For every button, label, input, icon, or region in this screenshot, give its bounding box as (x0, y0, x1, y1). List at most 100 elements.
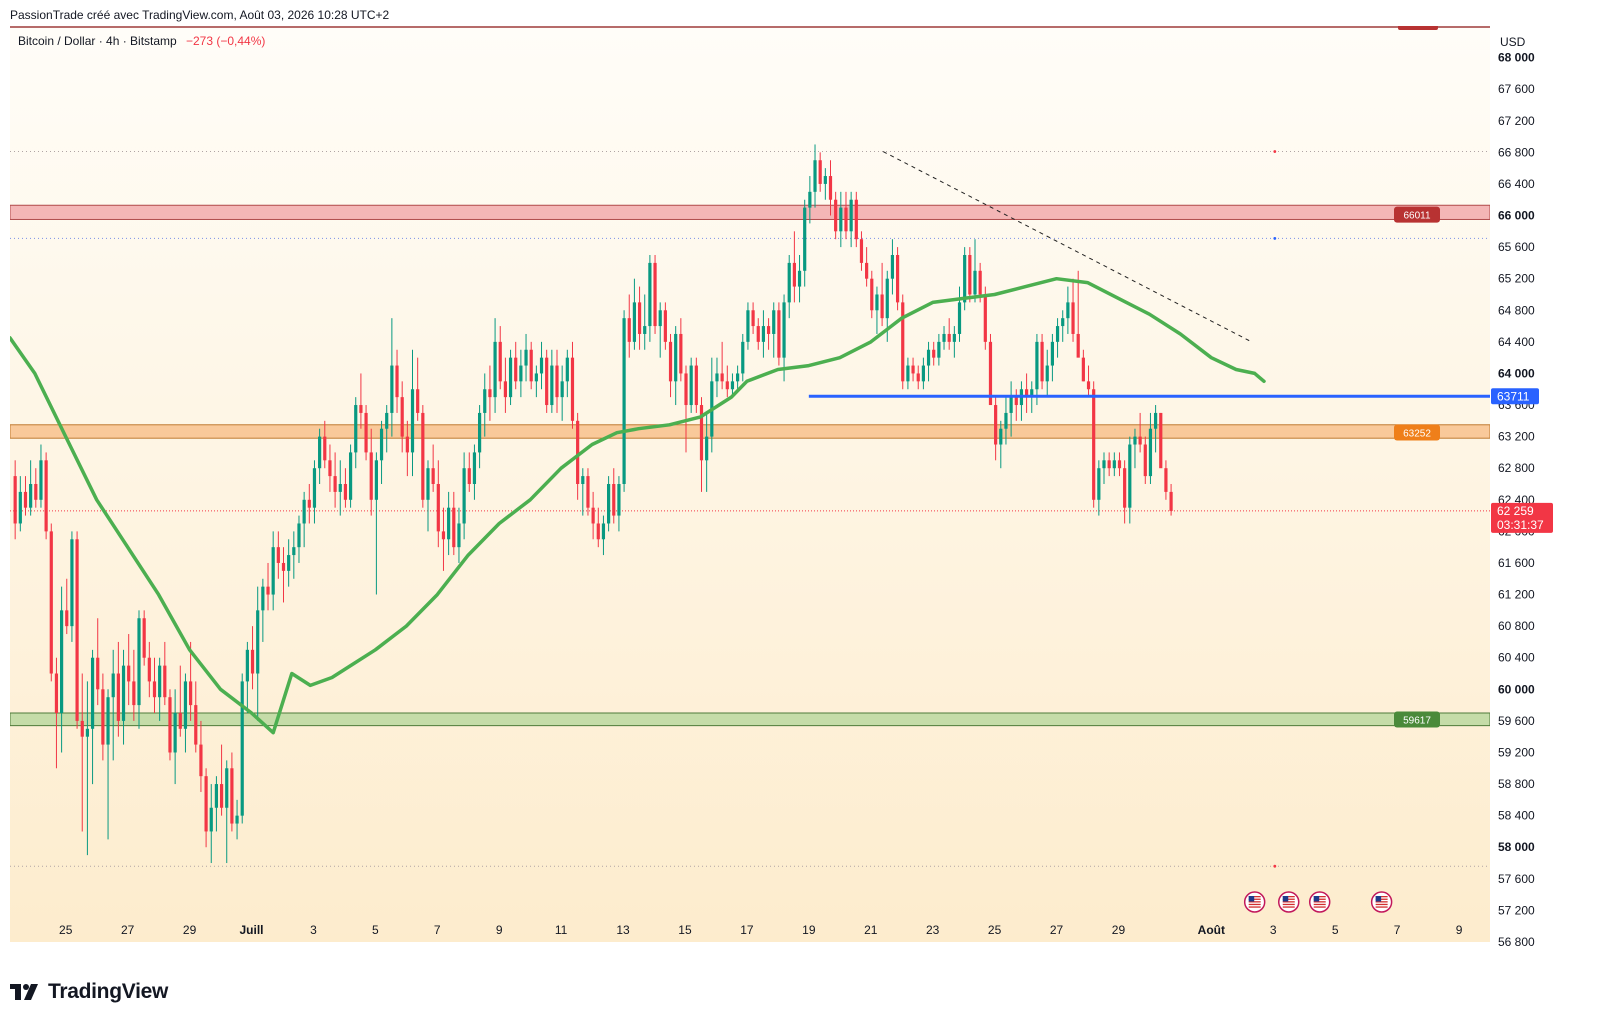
candle-body (1024, 389, 1029, 398)
y-axis-tick-label: 68 000 (1498, 51, 1535, 65)
x-axis-tick-label: 3 (310, 923, 317, 937)
candle-body (287, 555, 291, 571)
candle-body (576, 420, 580, 484)
support-level-value: 59617 (1403, 716, 1431, 727)
candle-body (1061, 318, 1065, 327)
candle-body (1055, 326, 1060, 342)
candle-body (808, 191, 812, 208)
y-axis-tick-label: 59 600 (1498, 714, 1535, 728)
candle-body (581, 476, 585, 484)
candle-body (498, 341, 502, 382)
candle-body (1092, 389, 1096, 500)
price-chart[interactable]: 68 000 67 600 67 200 66 800 66 400 66 000 65 6… (10, 26, 1592, 962)
candle-body (715, 373, 719, 382)
candle-body (158, 665, 162, 698)
candle-body (524, 349, 528, 366)
tradingview-logo[interactable]: TradingView (10, 980, 168, 1004)
chart-area[interactable]: 68 000 67 600 67 200 66 800 66 400 66 000 65 6… (10, 26, 1592, 962)
candle-body (937, 341, 941, 358)
current-price-value: 62 259 (1497, 504, 1534, 518)
candle-body (1086, 381, 1091, 390)
candle-body (844, 207, 848, 232)
candle-body (488, 389, 492, 398)
mid-level-tag (1394, 424, 1440, 441)
candle-body (328, 460, 332, 477)
candle-body (818, 160, 822, 184)
candle-body (410, 389, 415, 453)
candle-body (730, 381, 735, 390)
x-axis-tick-label: 17 (740, 923, 754, 937)
candle-body (44, 460, 48, 532)
candle-body (493, 341, 497, 398)
candle-body (75, 539, 79, 721)
candle-body (534, 373, 538, 382)
candle-body (364, 412, 368, 453)
candle-body (230, 768, 234, 824)
flag-stripe (1248, 901, 1261, 903)
level-marker (1273, 864, 1277, 868)
tradingview-logo-text: TradingView (48, 980, 169, 1003)
level-marker (1273, 237, 1277, 240)
flag-stripe (1282, 903, 1295, 906)
candle-body (338, 484, 342, 492)
candle-body (1097, 468, 1101, 500)
candle-body (307, 499, 311, 508)
candle-body (1030, 389, 1034, 398)
candle-body (560, 381, 564, 398)
candle-body (653, 262, 657, 327)
candle-body (204, 776, 208, 832)
x-axis-tick-label: 9 (496, 923, 503, 937)
candle-body (323, 436, 327, 461)
us-event-flag-icon[interactable] (1308, 891, 1331, 913)
flag-stripe (1313, 906, 1326, 908)
candle-body (539, 357, 544, 374)
candle-body (550, 365, 554, 406)
candle-body (932, 349, 936, 358)
current-price-tag (1491, 502, 1553, 533)
y-axis-tick-label: 58 000 (1498, 840, 1535, 854)
candle-body (952, 333, 956, 342)
flag-canton (1375, 896, 1382, 902)
candle-body (736, 373, 740, 382)
mid-level-value: 63252 (1403, 429, 1431, 440)
candle-body (452, 507, 456, 548)
candle-body (395, 365, 399, 398)
x-axis-tick-label: 5 (372, 923, 379, 937)
candle-body (839, 207, 843, 232)
flag-stripe (1313, 903, 1326, 906)
us-event-flag-icon[interactable] (1370, 891, 1393, 913)
us-event-flag-icon[interactable] (1277, 891, 1300, 913)
flag-canton (1248, 896, 1255, 902)
candle-body (772, 310, 776, 334)
candle-body (911, 365, 915, 374)
symbol-change: −273 (−0,44%) (186, 34, 265, 48)
flag-stripe (1282, 906, 1295, 908)
candle-body (189, 681, 193, 706)
candle-body (674, 333, 678, 382)
x-axis-tick-label: 23 (926, 923, 940, 937)
currency-label[interactable]: USD (1500, 35, 1526, 49)
candle-body (13, 476, 17, 524)
candle-body (333, 476, 337, 492)
candle-body (720, 373, 724, 382)
candle-body (865, 262, 869, 279)
candle-body (1112, 460, 1116, 469)
x-axis-tick-label: 11 (555, 923, 568, 937)
candle-body (1133, 436, 1137, 445)
candle-body (994, 405, 998, 445)
y-axis-tick-label: 62 800 (1498, 461, 1535, 475)
candle-body (684, 373, 688, 406)
us-event-flag-icon[interactable] (1243, 891, 1266, 913)
moving-average-line (10, 276, 1266, 735)
candle-body (1066, 302, 1070, 319)
support-level-tag (1394, 711, 1440, 728)
candle-body (622, 318, 626, 484)
candle-body (121, 665, 126, 721)
candle-body (741, 341, 745, 374)
candle-body (648, 262, 652, 327)
x-axis-tick-label: 15 (678, 923, 692, 937)
candle-body (348, 452, 353, 500)
flag-stripe (1375, 906, 1388, 908)
candle-body (705, 436, 709, 461)
candle-body (271, 547, 275, 595)
